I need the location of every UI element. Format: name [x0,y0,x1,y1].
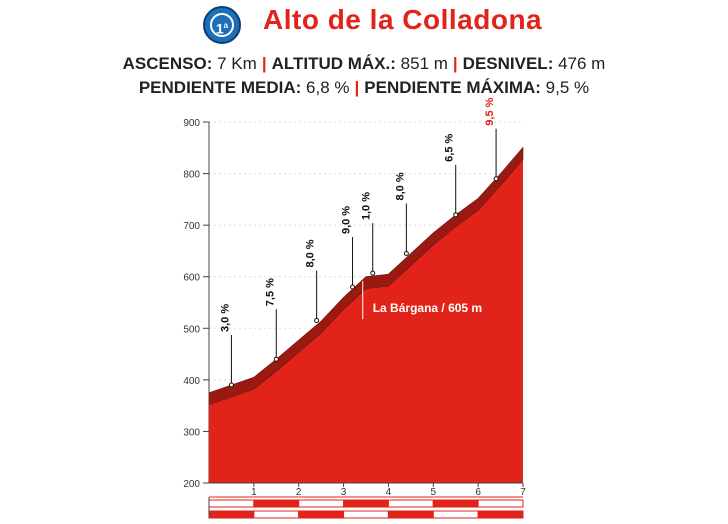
gradient-label: 9,5 % [484,97,496,125]
km-bar-lower [387,510,434,519]
km-bar-lower [477,510,524,519]
annotation-label: La Bárgana / 605 m [373,301,482,315]
km-bar-lower [298,510,345,519]
x-tick-label: 2 [296,487,302,498]
category-badge-text: 1a [210,13,234,37]
stat-value-ascenso: 7 Km [217,54,257,73]
x-tick-label: 6 [475,487,481,498]
profile-outline [208,146,524,406]
gradient-point-marker [370,270,376,276]
km-bar-lower [208,510,255,519]
km-bar-upper [208,499,255,508]
km-bar-upper [387,499,434,508]
x-tick-label: 4 [386,487,392,498]
gradient-label: 3,0 % [219,304,231,332]
profile-header: 1a Alto de la Colladona ASCENSO: 7 Km | AL… [0,0,728,110]
km-bar-upper [253,499,300,508]
stat-value-desnivel: 476 m [558,54,606,73]
stat-label-desnivel: DESNIVEL: [462,54,554,73]
gradient-point-marker [403,251,409,257]
gradient-label: 8,0 % [394,172,406,200]
separator: | [452,54,458,73]
stat-value-pendiente-media: 6,8 % [306,78,350,97]
stats-line-2: PENDIENTE MEDIA: 6,8 % | PENDIENTE MÁXIMA:… [0,78,728,98]
km-bar-lower [253,510,300,519]
stat-value-altitud: 851 m [400,54,448,73]
y-tick-label: 900 [183,118,200,129]
badge-number: 1 [215,20,224,37]
x-tick-label: 1 [251,487,257,498]
gradient-label: 7,5 % [264,278,276,306]
category-badge-icon: 1a [203,6,241,44]
gradient-point-marker [273,356,279,362]
stats-line-1: ASCENSO: 7 Km | ALTITUD MÁX.: 851 m | DESNIV… [0,54,728,74]
y-tick-label: 600 [183,273,200,284]
gradient-point-marker [350,284,356,290]
x-tick-label: 5 [431,487,437,498]
gradient-label: 1,0 % [361,192,373,220]
x-tick-label: 7 [520,487,526,498]
y-tick-label: 300 [183,427,200,438]
y-tick-label: 200 [183,479,200,490]
y-tick-label: 700 [183,221,200,232]
stat-value-pendiente-maxima: 9,5 % [545,78,590,97]
km-bar-upper [298,499,345,508]
x-tick-label: 3 [341,487,347,498]
stat-label-pendiente-media: PENDIENTE MEDIA: [138,78,302,97]
km-bar-upper [432,499,479,508]
gradient-point-marker [493,176,499,182]
climb-title: Alto de la Colladona [263,4,543,35]
gradient-label: 8,0 % [305,239,317,267]
profile-area [209,159,523,483]
km-bar-lower [432,510,479,519]
km-bar-lower [343,510,389,519]
separator: | [261,54,267,73]
gradient-label: 6,5 % [444,133,456,161]
gradient-point-marker [228,382,234,388]
stat-label-ascenso: ASCENSO: [122,54,213,73]
y-tick-label: 400 [183,376,200,387]
gradient-point-marker [314,318,320,324]
km-bar-upper [343,499,389,508]
stat-label-pendiente-maxima: PENDIENTE MÁXIMA: [364,78,541,97]
km-bar-upper [477,499,524,508]
gradient-point-marker [453,212,459,218]
gradient-label: 9,0 % [341,206,353,234]
y-tick-label: 800 [183,170,200,181]
separator: | [354,78,360,97]
y-tick-label: 500 [183,324,200,335]
badge-sup: a [223,21,229,30]
stat-label-altitud: ALTITUD MÁX.: [271,54,396,73]
